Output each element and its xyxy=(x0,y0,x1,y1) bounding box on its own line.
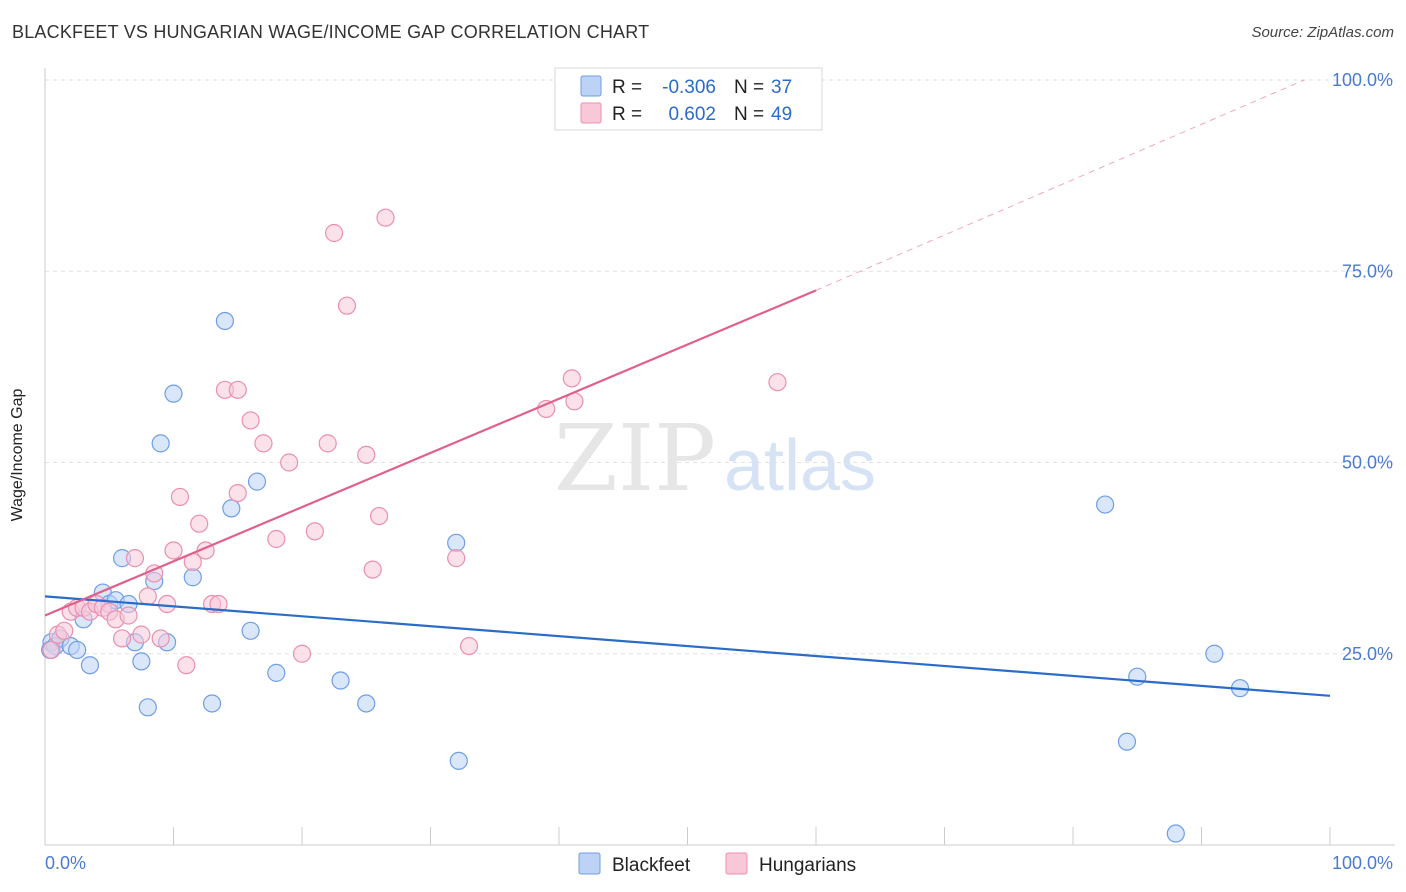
point-blackfeet-16 xyxy=(151,434,170,453)
point-blackfeet-6 xyxy=(80,656,100,675)
point-hungarians-14 xyxy=(132,625,151,644)
point-blackfeet-4 xyxy=(68,640,87,660)
point-hungarians-19 xyxy=(164,541,183,560)
point-hungarians-47 xyxy=(768,373,787,392)
watermark: ZIP atlas xyxy=(554,405,876,512)
y-tick-label-0: 25.0% xyxy=(1342,644,1393,664)
stats-r-label-1: R = xyxy=(612,104,642,125)
trend-line-extension-hungarians xyxy=(815,79,1305,291)
gridlines xyxy=(45,79,1395,655)
point-hungarians-15 xyxy=(138,587,157,606)
legend-swatch-blackfeet xyxy=(578,852,601,875)
point-blackfeet-20 xyxy=(202,694,222,713)
point-blackfeet-13 xyxy=(132,652,151,671)
point-blackfeet-33 xyxy=(1166,824,1185,843)
point-hungarians-20 xyxy=(170,487,190,507)
point-hungarians-40 xyxy=(370,506,389,526)
point-hungarians-34 xyxy=(305,522,324,541)
point-hungarians-23 xyxy=(190,514,209,533)
y-tick-label-2: 75.0% xyxy=(1342,261,1393,281)
stats-n-value-1: 49 xyxy=(771,104,792,125)
trend-line-blackfeet xyxy=(44,595,1331,697)
point-hungarians-31 xyxy=(267,529,286,549)
y-tick-label-1: 50.0% xyxy=(1342,453,1393,473)
point-blackfeet-24 xyxy=(247,472,267,491)
point-blackfeet-34 xyxy=(1205,644,1224,663)
point-hungarians-30 xyxy=(254,434,273,453)
x-tick-label-0: 0.0% xyxy=(45,853,86,873)
point-blackfeet-31 xyxy=(1128,667,1147,686)
point-blackfeet-30 xyxy=(1096,495,1115,514)
watermark-zip: ZIP xyxy=(554,405,716,512)
axes xyxy=(44,68,1395,846)
chart-title: BLACKFEET VS HUNGARIAN WAGE/INCOME GAP C… xyxy=(12,22,650,42)
point-hungarians-41 xyxy=(376,208,395,227)
point-blackfeet-18 xyxy=(164,384,183,403)
point-hungarians-18 xyxy=(157,594,177,614)
point-hungarians-44 xyxy=(537,399,556,419)
point-blackfeet-14 xyxy=(138,698,157,717)
stats-swatch-0 xyxy=(580,75,602,97)
point-hungarians-33 xyxy=(292,644,312,663)
point-hungarians-26 xyxy=(209,594,228,614)
point-hungarians-32 xyxy=(280,453,299,472)
point-hungarians-12 xyxy=(119,606,138,625)
source-label: Source: ZipAtlas.com xyxy=(1251,24,1394,41)
stats-n-label-1: N = xyxy=(734,104,764,125)
legend-label-blackfeet: Blackfeet xyxy=(612,855,691,876)
point-hungarians-11 xyxy=(112,629,132,648)
point-blackfeet-23 xyxy=(241,621,260,640)
data-points xyxy=(41,208,1250,843)
x-tick-label-1: 100.0% xyxy=(1332,853,1393,873)
point-hungarians-28 xyxy=(228,380,247,399)
point-hungarians-38 xyxy=(357,445,376,464)
point-hungarians-39 xyxy=(363,560,382,579)
y-tick-label-3: 100.0% xyxy=(1332,70,1393,90)
legend-swatch-hungarians xyxy=(725,852,748,875)
point-blackfeet-25 xyxy=(267,663,286,682)
point-hungarians-43 xyxy=(459,636,479,656)
point-blackfeet-26 xyxy=(331,671,350,690)
watermark-atlas: atlas xyxy=(724,426,876,506)
point-blackfeet-32 xyxy=(1117,732,1137,751)
point-hungarians-35 xyxy=(318,434,337,453)
stats-n-value-0: 37 xyxy=(771,77,792,98)
point-blackfeet-27 xyxy=(357,694,376,713)
point-hungarians-2 xyxy=(55,621,74,640)
point-hungarians-42 xyxy=(447,549,466,568)
point-hungarians-45 xyxy=(562,369,581,388)
stats-n-label-0: N = xyxy=(734,77,764,98)
series-legend: Blackfeet Hungarians xyxy=(578,852,856,876)
point-hungarians-37 xyxy=(337,296,357,315)
point-hungarians-21 xyxy=(177,656,196,675)
point-hungarians-17 xyxy=(151,629,170,648)
point-blackfeet-29 xyxy=(449,751,468,770)
stats-r-value-1: 0.602 xyxy=(668,104,716,125)
legend-label-hungarians: Hungarians xyxy=(759,855,856,876)
trend-line-hungarians xyxy=(44,289,817,617)
point-hungarians-36 xyxy=(325,223,344,243)
point-hungarians-29 xyxy=(241,411,260,430)
point-hungarians-0 xyxy=(42,640,61,660)
point-blackfeet-22 xyxy=(222,499,241,518)
stats-r-label-0: R = xyxy=(612,77,642,98)
trend-lines xyxy=(44,79,1331,697)
tick-labels: 25.0% 50.0% 75.0% 100.0% 0.0% 100.0% xyxy=(45,70,1393,873)
point-hungarians-13 xyxy=(125,549,145,568)
stats-legend: R = -0.306 N = 37 R = 0.602 N = 49 xyxy=(554,67,823,131)
point-blackfeet-28 xyxy=(447,533,466,552)
point-hungarians-48 xyxy=(228,484,247,503)
stats-swatch-1 xyxy=(580,102,602,124)
point-blackfeet-19 xyxy=(183,568,202,587)
point-blackfeet-21 xyxy=(215,311,234,331)
stats-r-value-0: -0.306 xyxy=(662,77,716,98)
